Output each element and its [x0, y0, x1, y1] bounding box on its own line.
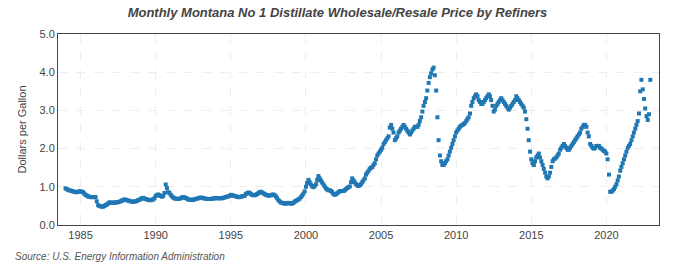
svg-text:1.0: 1.0 — [40, 181, 55, 193]
svg-text:0.0: 0.0 — [40, 219, 55, 231]
svg-text:2010: 2010 — [444, 229, 468, 241]
svg-text:Monthly Montana No 1 Distillat: Monthly Montana No 1 Distillate Wholesal… — [128, 5, 548, 20]
svg-text:3.0: 3.0 — [40, 104, 55, 116]
svg-text:2.0: 2.0 — [40, 142, 55, 154]
svg-text:1995: 1995 — [219, 229, 243, 241]
svg-text:2020: 2020 — [594, 229, 618, 241]
svg-text:4.0: 4.0 — [40, 66, 55, 78]
svg-text:2000: 2000 — [294, 229, 318, 241]
svg-text:1990: 1990 — [143, 229, 167, 241]
svg-text:Dollars per Gallon: Dollars per Gallon — [16, 85, 28, 173]
svg-text:2015: 2015 — [519, 229, 543, 241]
svg-text:1985: 1985 — [68, 229, 92, 241]
svg-text:Source: U.S. Energy Informatio: Source: U.S. Energy Information Administ… — [15, 251, 225, 262]
svg-text:2005: 2005 — [369, 229, 393, 241]
svg-text:5.0: 5.0 — [40, 28, 55, 40]
